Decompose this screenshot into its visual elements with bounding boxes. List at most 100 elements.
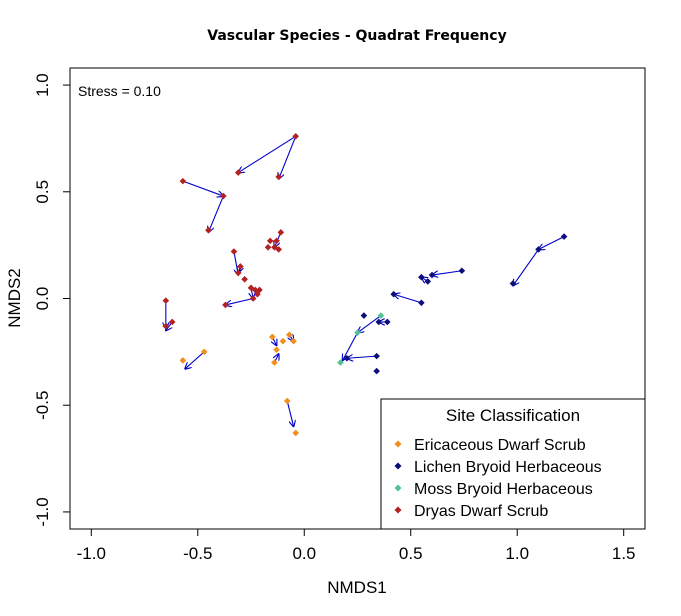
data-point [241, 275, 248, 283]
data-point [286, 331, 293, 339]
legend-marker [394, 440, 402, 448]
x-tick-label: -0.5 [183, 544, 212, 563]
data-point [418, 273, 425, 281]
data-point [271, 243, 278, 251]
data-point [377, 312, 385, 319]
data-point [360, 312, 368, 319]
arrow-layer [166, 135, 565, 427]
data-point [292, 132, 300, 140]
legend-label: Moss Bryoid Herbaceous [414, 481, 593, 498]
y-axis-label: NMDS2 [5, 268, 24, 328]
shift-arrow [208, 195, 224, 232]
shift-arrow [238, 135, 297, 172]
chart-title: Vascular Species - Quadrat Frequency [207, 28, 506, 44]
data-point [234, 169, 242, 176]
legend-marker [394, 506, 402, 514]
data-point [292, 429, 300, 437]
y-tick-label: 1.0 [33, 73, 52, 97]
data-point [205, 226, 212, 234]
data-point [373, 367, 380, 375]
legend-label: Ericaceous Dwarf Scrub [414, 437, 586, 454]
data-point [560, 233, 568, 240]
data-point [222, 301, 229, 309]
x-tick-label: 0.0 [292, 544, 316, 563]
shift-arrow [513, 249, 539, 285]
legend-title: Site Classification [446, 406, 580, 425]
legend-label: Lichen Bryoid Herbaceous [414, 459, 602, 476]
data-point [237, 263, 244, 270]
shift-arrow [286, 400, 293, 427]
stress-annotation: Stress = 0.10 [78, 83, 161, 99]
data-point [251, 286, 259, 294]
data-point [273, 346, 280, 354]
data-point [337, 359, 344, 366]
data-point [279, 337, 287, 345]
data-point [230, 248, 238, 255]
data-point [277, 229, 285, 236]
data-point [424, 278, 432, 285]
data-point [375, 318, 383, 326]
point-layer [162, 132, 568, 437]
data-point [200, 348, 208, 356]
y-tick-label: -1.0 [33, 497, 52, 526]
shift-arrow [225, 297, 254, 305]
legend-box [380, 398, 646, 530]
legend-marker [394, 462, 402, 470]
data-point [256, 286, 263, 294]
shift-arrow [343, 332, 358, 361]
data-point [254, 290, 261, 298]
shift-arrow [182, 180, 223, 196]
data-point [428, 271, 436, 279]
shift-arrow [358, 315, 382, 333]
data-point [535, 246, 542, 253]
data-point [179, 177, 187, 185]
data-point [249, 295, 257, 302]
legend: Site Classification Ericaceous Dwarf Scr… [380, 398, 646, 530]
shift-arrow [347, 356, 377, 358]
shift-arrow [394, 294, 422, 304]
data-point [162, 297, 170, 304]
legend-label: Dryas Dwarf Scrub [414, 503, 548, 520]
y-axis: -1.0 -0.5 0.0 0.5 1.0 [33, 73, 71, 527]
x-tick-label: 0.5 [399, 544, 423, 563]
data-point [354, 329, 361, 336]
data-point [509, 280, 517, 287]
legend-item: Moss Bryoid Herbaceous [394, 481, 593, 498]
data-point [275, 246, 283, 253]
data-point [384, 318, 391, 326]
data-point [266, 237, 274, 245]
y-tick-label: 0.0 [33, 287, 52, 311]
y-tick-label: -0.5 [33, 391, 52, 420]
data-point [168, 318, 176, 326]
shift-arrow [185, 351, 205, 369]
y-tick-label: 0.5 [33, 180, 52, 204]
data-point [275, 173, 283, 181]
data-point [264, 243, 272, 251]
data-point [234, 269, 242, 277]
x-tick-label: 1.5 [612, 544, 636, 563]
data-point [343, 354, 351, 362]
x-axis-label: NMDS1 [327, 578, 387, 597]
data-point [269, 333, 276, 341]
data-point [373, 352, 380, 360]
x-tick-label: 1.0 [505, 544, 529, 563]
x-axis: -1.0 -0.5 0.0 0.5 1.0 1.5 [77, 528, 636, 563]
data-point [179, 357, 187, 364]
legend-item: Dryas Dwarf Scrub [394, 503, 548, 520]
data-point [283, 397, 291, 405]
legend-marker [394, 484, 402, 492]
legend-item: Lichen Bryoid Herbaceous [394, 459, 602, 476]
data-point [271, 359, 278, 366]
shift-arrow [539, 236, 565, 250]
shift-arrow [432, 270, 462, 275]
data-point [273, 237, 280, 245]
data-point [290, 337, 297, 345]
shift-arrow [279, 136, 297, 179]
data-point [418, 299, 425, 307]
data-point [458, 267, 466, 275]
data-point [162, 322, 170, 330]
data-point [220, 192, 227, 200]
data-point [390, 290, 398, 298]
x-tick-label: -1.0 [77, 544, 106, 563]
legend-item: Ericaceous Dwarf Scrub [394, 437, 586, 454]
